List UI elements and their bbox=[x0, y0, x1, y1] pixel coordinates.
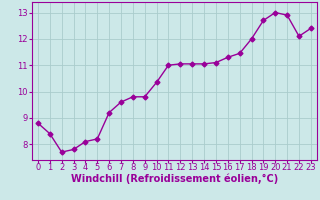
X-axis label: Windchill (Refroidissement éolien,°C): Windchill (Refroidissement éolien,°C) bbox=[71, 173, 278, 184]
